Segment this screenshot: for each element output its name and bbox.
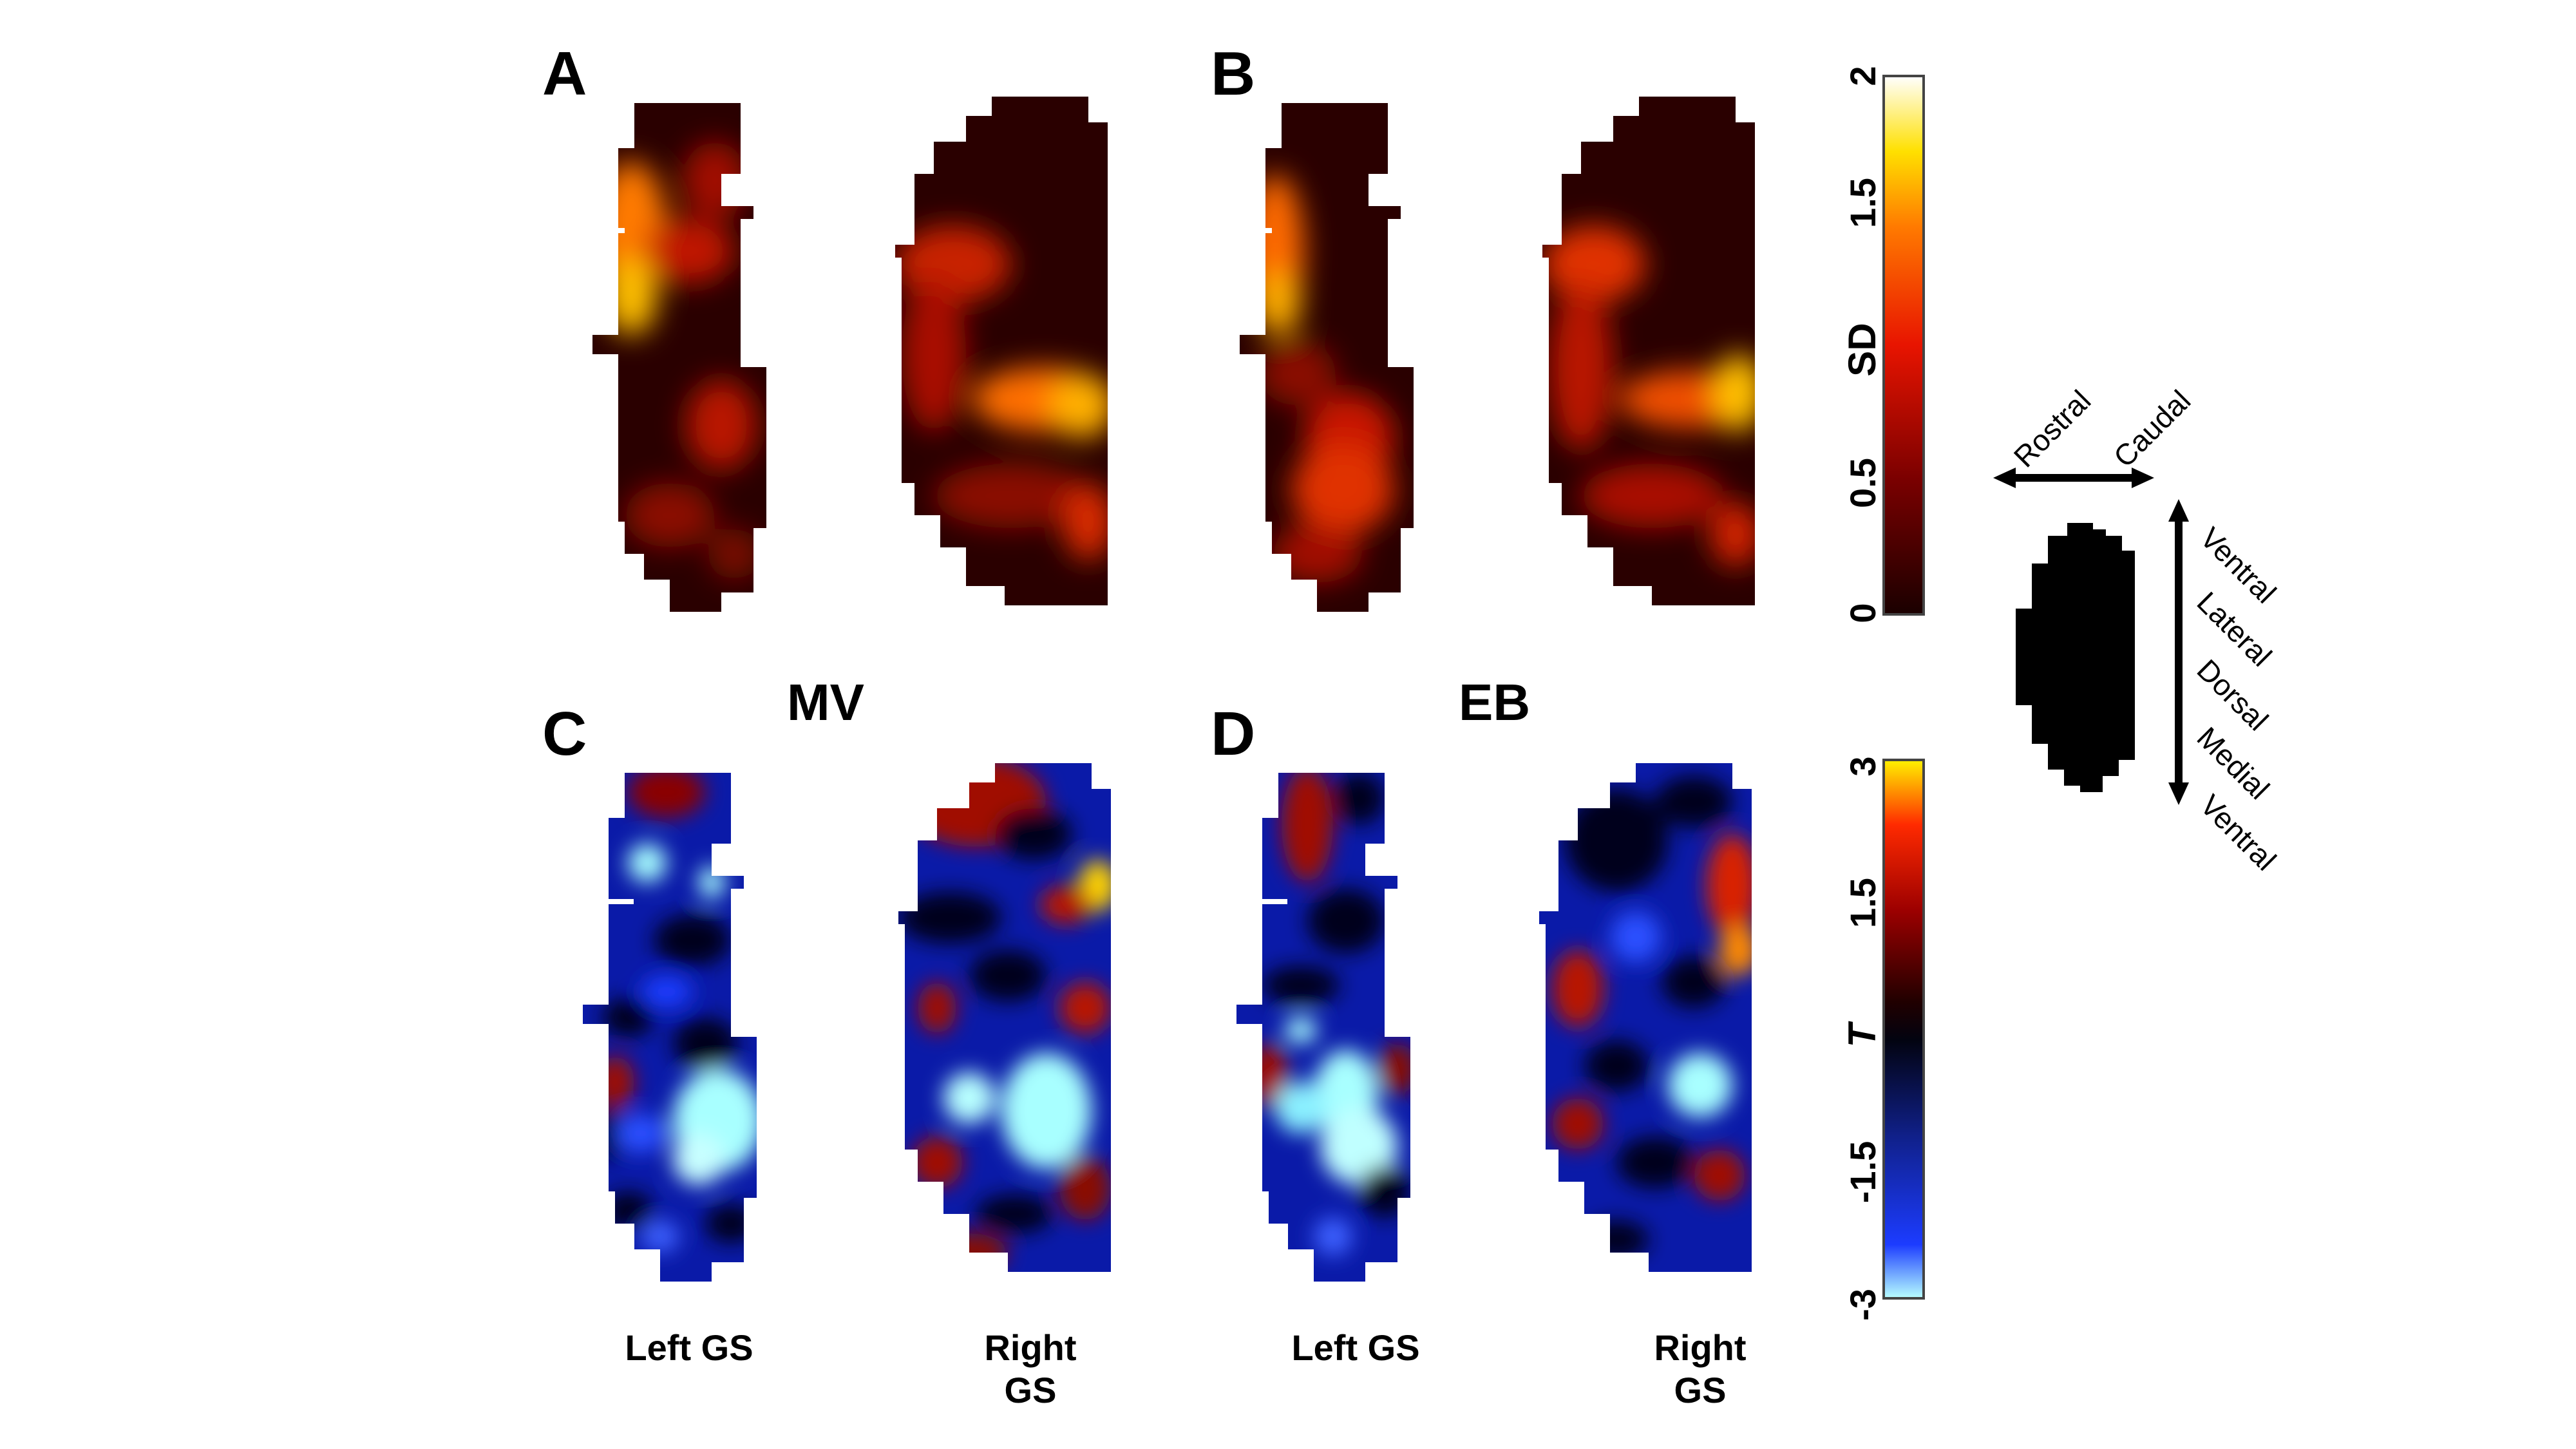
panel-b-left-map: [1240, 103, 1414, 612]
group-title-mv: MV: [787, 674, 864, 731]
panel-c-reference-mark: [605, 899, 634, 904]
colorbar-sd: [1882, 75, 1925, 616]
brain-silhouette: [2016, 523, 2135, 792]
label-right-gs-mv: Right GS: [934, 1327, 1127, 1412]
panel-a-right-map: [895, 97, 1108, 605]
label-left-gs-mv: Left GS: [625, 1327, 753, 1368]
t-tick-1.5: 1.5: [1842, 878, 1883, 928]
panel-label-b: B: [1211, 39, 1256, 108]
panel-b-reference-mark: [1241, 228, 1272, 233]
sd-tick-0: 0: [1842, 603, 1883, 623]
panel-label-a: A: [542, 39, 587, 108]
label-right-gs-mv-line1: Right: [984, 1327, 1077, 1368]
sd-tick-2: 2: [1842, 66, 1883, 86]
label-right-gs-eb-line2: GS: [1674, 1370, 1727, 1410]
rostral-arrowhead: [1993, 468, 2016, 488]
caudal-arrowhead: [2132, 468, 2154, 488]
group-title-eb: EB: [1459, 674, 1531, 731]
panel-c-left-map: [583, 773, 757, 1282]
panel-d-right-map: [1539, 763, 1752, 1272]
sd-tick-0.5: 0.5: [1842, 458, 1883, 508]
sd-tick-1.5: 1.5: [1842, 178, 1883, 228]
t-axis-label: T: [1841, 1023, 1884, 1048]
panel-d-reference-mark: [1259, 899, 1287, 904]
panel-d-left-map: [1236, 773, 1410, 1282]
t-tick-3: 3: [1842, 756, 1883, 777]
label-right-gs-eb: Right GS: [1604, 1327, 1797, 1412]
panel-label-d: D: [1211, 699, 1256, 768]
panel-label-c: C: [542, 699, 587, 768]
sd-axis-label: SD: [1841, 323, 1884, 377]
panel-a-reference-mark: [594, 228, 625, 233]
colorbar-t: [1882, 759, 1925, 1300]
label-right-gs-eb-line1: Right: [1654, 1327, 1747, 1368]
t-tick-neg3: -3: [1842, 1289, 1883, 1321]
panel-a-left-map: [592, 103, 766, 612]
t-tick-neg1.5: -1.5: [1842, 1141, 1883, 1204]
bottom-arrowhead: [2168, 782, 2189, 805]
panel-b-right-map: [1542, 97, 1755, 605]
top-arrowhead: [2168, 499, 2189, 522]
panel-c-right-map: [898, 763, 1111, 1272]
label-left-gs-eb: Left GS: [1291, 1327, 1420, 1368]
label-right-gs-mv-line2: GS: [1004, 1370, 1057, 1410]
